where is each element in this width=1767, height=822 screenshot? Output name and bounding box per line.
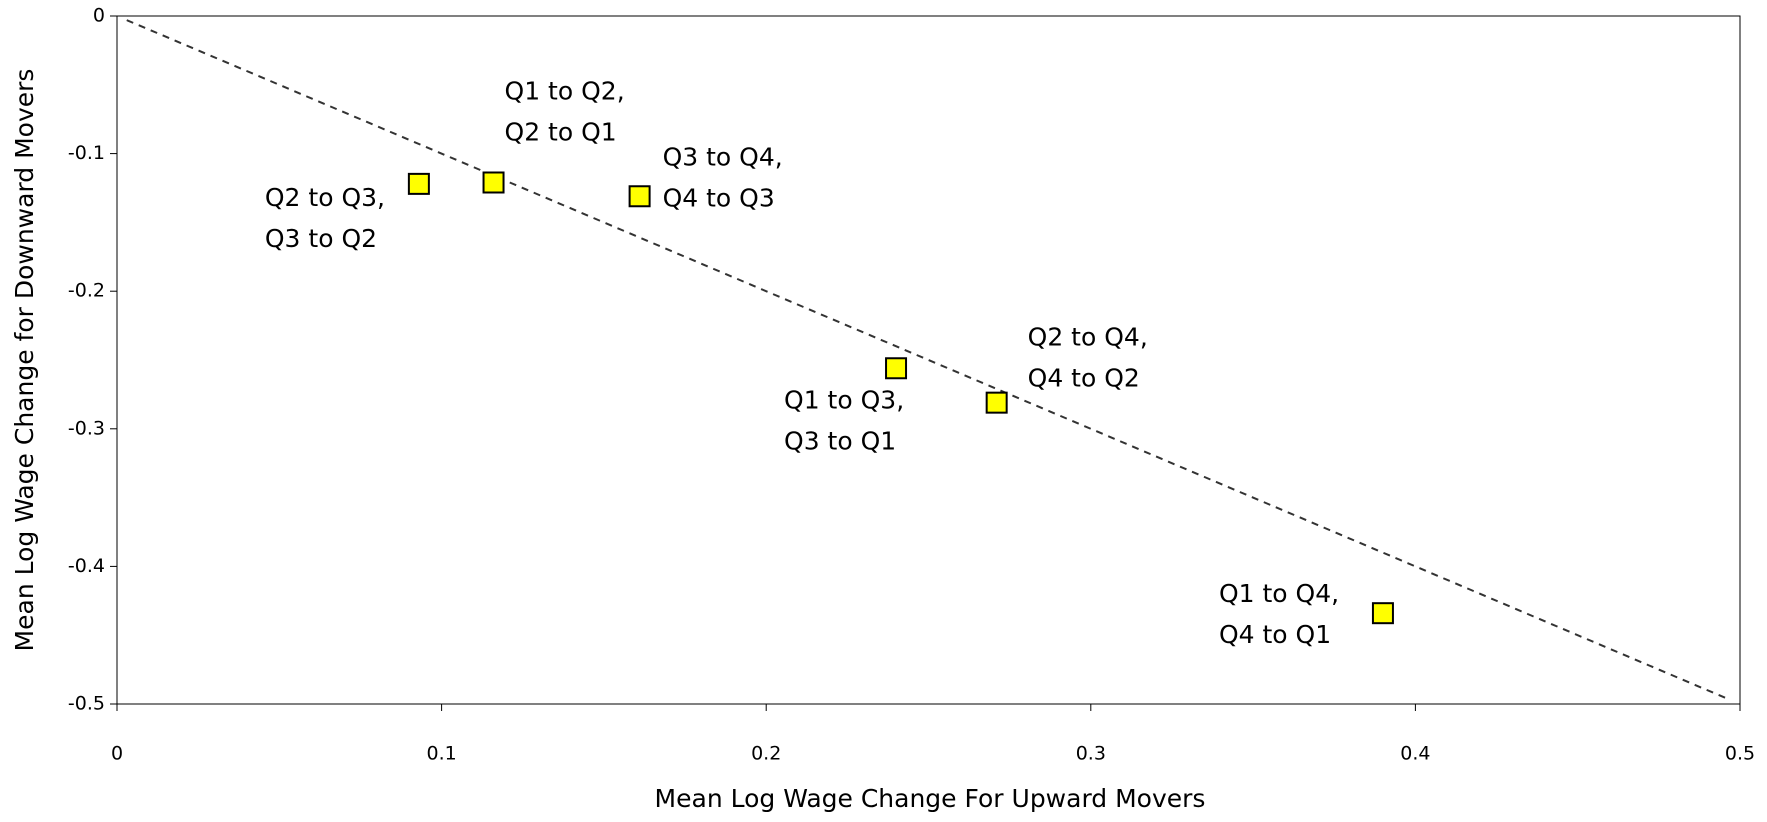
point-label: Q1 to Q3, <box>784 385 904 414</box>
y-tick-label: -0.5 <box>68 693 105 715</box>
x-tick-label: 0.3 <box>1076 743 1106 765</box>
x-tick-label: 0.4 <box>1400 743 1430 765</box>
reference-line <box>126 19 1731 701</box>
plot-frame <box>116 15 1741 705</box>
point-label: Q1 to Q4, <box>1219 579 1339 608</box>
point-label: Q3 to Q2 <box>265 224 377 253</box>
y-axis-label: Mean Log Wage Change for Downward Movers <box>10 69 39 652</box>
point-label: Q3 to Q1 <box>784 426 896 455</box>
y-tick-label: -0.3 <box>68 417 105 439</box>
marker <box>628 185 651 208</box>
x-axis-label: Mean Log Wage Change For Upward Movers <box>655 784 1206 813</box>
point-label: Q2 to Q1 <box>505 117 617 146</box>
x-tick-label: 0.5 <box>1725 743 1755 765</box>
marker <box>407 172 430 195</box>
y-tick-label: -0.4 <box>68 555 105 577</box>
marker <box>482 171 505 194</box>
point-label: Q4 to Q1 <box>1219 620 1331 649</box>
y-tick-label: -0.1 <box>68 142 105 164</box>
marker <box>885 357 908 380</box>
x-tick-label: 0.1 <box>426 743 456 765</box>
y-tick-label: -0.2 <box>68 280 105 302</box>
point-label: Q2 to Q4, <box>1028 323 1148 352</box>
marker <box>1371 602 1394 625</box>
point-label: Q1 to Q2, <box>505 76 625 105</box>
point-label: Q4 to Q2 <box>1028 364 1140 393</box>
x-tick-label: 0.2 <box>751 743 781 765</box>
y-tick-label: 0 <box>93 5 105 27</box>
point-label: Q4 to Q3 <box>663 183 775 212</box>
x-tick-label: 0 <box>111 743 123 765</box>
point-label: Q2 to Q3, <box>265 183 385 212</box>
point-label: Q3 to Q4, <box>663 142 783 171</box>
marker <box>985 391 1008 414</box>
